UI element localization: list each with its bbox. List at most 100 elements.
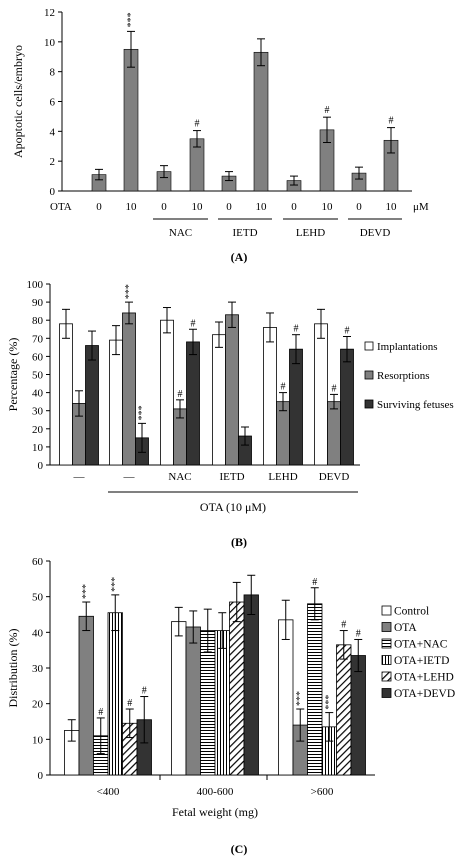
y-tick-label: 12 xyxy=(44,7,55,19)
significance-mark: # xyxy=(281,382,286,393)
y-tick-label: 20 xyxy=(32,424,44,436)
y-tick-label: 10 xyxy=(44,37,56,49)
legend-label: OTA xyxy=(394,622,417,634)
y-axis-title: Apoptotic cells/embryo xyxy=(11,45,25,158)
significance-mark: *** xyxy=(124,284,135,299)
x-tick-label: DEVD xyxy=(319,471,350,483)
legend-label: OTA+NAC xyxy=(394,639,448,651)
y-tick-label: 0 xyxy=(38,460,44,472)
legend-label: OTA+DEVD xyxy=(394,688,455,700)
significance-mark: *** xyxy=(295,691,306,706)
group-label: NAC xyxy=(169,227,192,239)
bar-implantations xyxy=(109,339,123,466)
significance-mark: # xyxy=(389,116,394,127)
x-tick-label: >600 xyxy=(311,786,334,798)
x-tick-label: — xyxy=(123,471,136,483)
x-tick-label: 0 xyxy=(96,201,102,213)
legend-label: OTA+IETD xyxy=(394,655,449,667)
significance-mark: # xyxy=(325,105,330,116)
y-tick-label: 30 xyxy=(32,406,44,418)
panel-label: (C) xyxy=(231,842,248,856)
y-tick-label: 50 xyxy=(32,592,44,604)
row-label: OTA xyxy=(50,201,72,213)
x-tick-label: 10 xyxy=(322,201,334,213)
significance-mark: *** xyxy=(324,695,335,710)
y-tick-label: 6 xyxy=(50,97,56,109)
y-tick-label: 60 xyxy=(32,351,44,363)
legend-label: Implantations xyxy=(377,341,438,353)
bar-control xyxy=(171,621,187,776)
y-tick-label: 0 xyxy=(38,770,44,782)
significance-mark: *** xyxy=(81,584,92,599)
bar-ota-devd xyxy=(243,594,259,776)
panel-label: (A) xyxy=(231,250,248,264)
bar-implantations xyxy=(212,334,226,466)
significance-mark: # xyxy=(312,577,317,588)
x-tick-label: 10 xyxy=(126,201,138,213)
x-tick-label: 10 xyxy=(386,201,398,213)
significance-mark: # xyxy=(294,324,299,335)
y-tick-label: 90 xyxy=(32,297,44,309)
bar-surviving-fetuses xyxy=(340,348,354,466)
legend-swatch xyxy=(381,605,392,616)
significance-mark: # xyxy=(356,628,361,639)
significance-mark: # xyxy=(178,389,183,400)
legend-swatch xyxy=(381,688,392,698)
panel-label: (B) xyxy=(231,535,247,549)
bar-implantations xyxy=(314,323,328,466)
significance-mark: # xyxy=(142,686,147,697)
bar-implantations xyxy=(59,323,73,466)
group-label: LEHD xyxy=(296,227,325,239)
x-tick-label: 0 xyxy=(356,201,362,213)
bar-resorptions xyxy=(327,401,341,466)
bar-ota xyxy=(185,626,201,776)
unit-label: μM xyxy=(413,201,429,213)
bar-ota xyxy=(78,615,94,776)
legend-swatch xyxy=(381,622,392,632)
bar-control xyxy=(278,619,294,776)
significance-mark: # xyxy=(332,383,337,394)
y-tick-label: 50 xyxy=(32,370,44,382)
significance-mark: # xyxy=(127,698,132,709)
significance-mark: # xyxy=(345,325,350,336)
x-axis-title: Fetal weight (mg) xyxy=(172,805,258,819)
x-axis-title: OTA (10 μM) xyxy=(200,500,266,514)
significance-mark: # xyxy=(98,707,103,718)
legend-swatch xyxy=(381,671,392,682)
bar-ota-ietd xyxy=(107,612,123,776)
y-tick-label: 8 xyxy=(50,67,56,79)
bar-ota-lehd xyxy=(336,644,352,776)
legend-swatch xyxy=(364,370,374,380)
y-tick-label: 10 xyxy=(32,734,44,746)
y-tick-label: 20 xyxy=(32,699,44,711)
bar-surviving-fetuses xyxy=(289,348,303,466)
y-tick-label: 2 xyxy=(50,156,56,168)
bar xyxy=(123,48,139,192)
legend-label: Resorptions xyxy=(377,370,430,382)
x-tick-label: NAC xyxy=(168,471,191,483)
y-tick-label: 0 xyxy=(50,186,56,198)
panel-a: 0 2 4 6 8 10 12 Apoptotic cells/embryo 0 *** 10 0 #1… xyxy=(11,7,429,264)
y-tick-label: 100 xyxy=(27,279,44,291)
bar xyxy=(253,51,269,192)
legend-swatch xyxy=(364,341,374,351)
bar-resorptions xyxy=(225,314,239,466)
x-tick-label: <400 xyxy=(97,786,120,798)
x-tick-label: — xyxy=(73,471,86,483)
x-tick-label: LEHD xyxy=(268,471,297,483)
significance-mark: # xyxy=(341,620,346,631)
x-tick-label: 0 xyxy=(226,201,232,213)
x-tick-label: IETD xyxy=(219,471,244,483)
bar-surviving-fetuses xyxy=(85,345,99,466)
group-label: DEVD xyxy=(360,227,391,239)
y-tick-label: 10 xyxy=(32,442,44,454)
legend-label: Surviving fetuses xyxy=(377,399,454,411)
bar-implantations xyxy=(263,327,277,466)
x-tick-label: 400-600 xyxy=(197,786,234,798)
bar-resorptions xyxy=(122,312,136,466)
y-tick-label: 4 xyxy=(50,126,56,138)
significance-mark: *** xyxy=(126,12,137,27)
significance-mark: # xyxy=(195,119,200,130)
legend-swatch xyxy=(364,399,374,409)
